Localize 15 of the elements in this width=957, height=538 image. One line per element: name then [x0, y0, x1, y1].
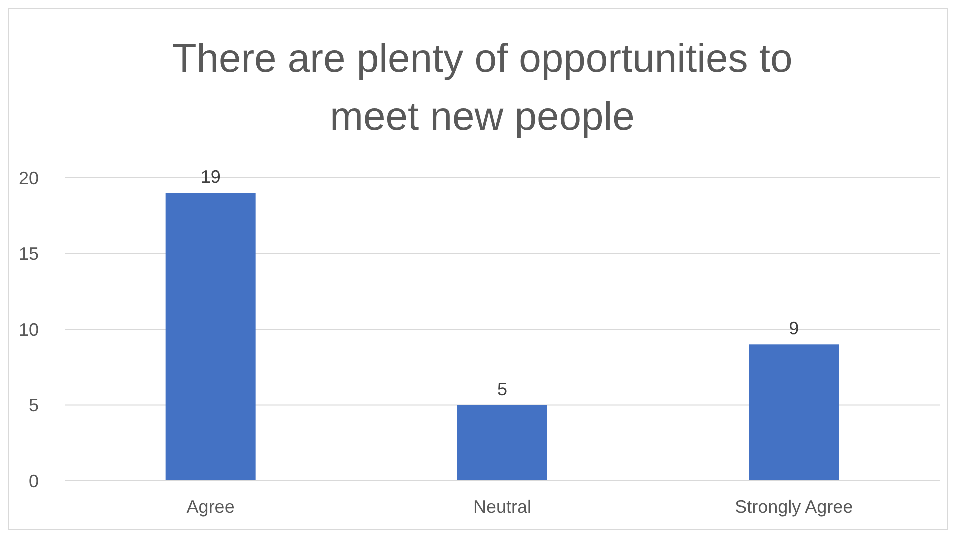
data-label: 9: [789, 318, 800, 339]
y-tick-label: 0: [28, 471, 39, 492]
x-tick-label: Agree: [186, 497, 235, 517]
y-tick-label: 10: [18, 320, 39, 340]
y-tick-label: 20: [18, 168, 39, 188]
bar: [458, 405, 548, 481]
chart-title: There are plenty of opportunities to meet new people: [172, 37, 793, 139]
bar: [166, 193, 256, 481]
y-tick-label: 15: [18, 244, 39, 264]
y-tick-label: 5: [28, 396, 39, 416]
data-label: 5: [497, 379, 508, 400]
data-label: 19: [200, 167, 221, 188]
x-tick-label: Strongly Agree: [735, 497, 854, 517]
bar: [749, 344, 840, 481]
x-tick-label: Neutral: [473, 497, 532, 517]
